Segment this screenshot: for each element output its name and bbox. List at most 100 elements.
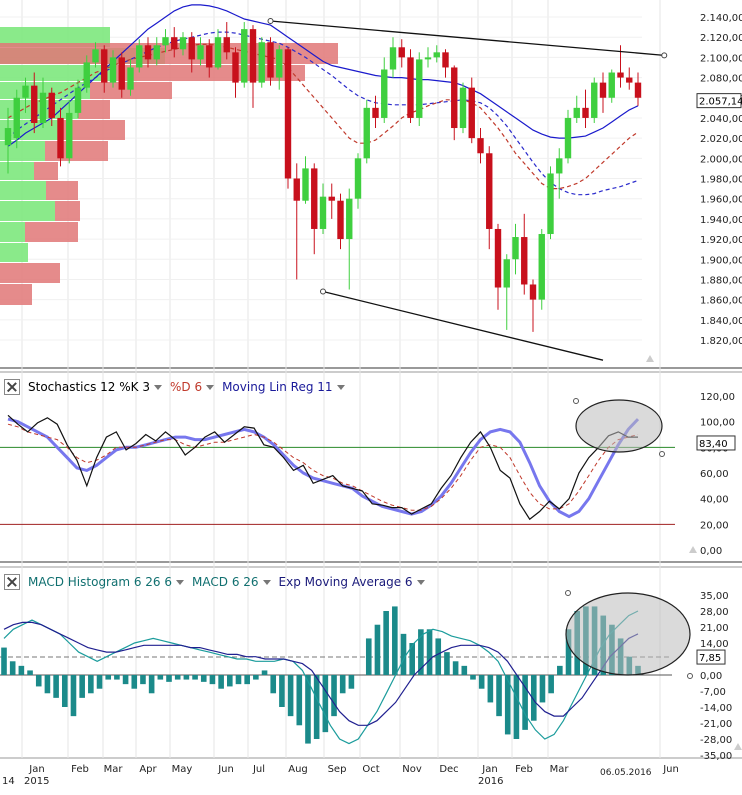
candle-body (179, 37, 187, 50)
macd-histogram-bar (79, 675, 85, 698)
price-tick-label: 2.020,00 (700, 134, 742, 145)
macd-histogram-bar (261, 670, 268, 675)
candle-body (634, 82, 642, 98)
macd-histogram-bar (131, 675, 138, 689)
trend-line (270, 20, 665, 57)
candle-body (424, 57, 432, 60)
volume-profile-up-bar (0, 201, 55, 221)
candle-body (267, 42, 274, 78)
macd-tick-label: 21,00 (700, 623, 729, 634)
candle-body (127, 67, 134, 90)
macd-histogram-bar (70, 675, 77, 717)
macd-tick-label: 0,00 (700, 671, 722, 682)
price-tick-label: 1.920,00 (700, 235, 742, 246)
candle-body (529, 284, 537, 300)
month-label: Aug (288, 764, 308, 775)
macd-hist-dropdown-icon[interactable] (176, 579, 185, 585)
macd-histogram-bar (140, 675, 146, 685)
month-label: Jan (481, 764, 497, 775)
stoch-tick-label: 20,00 (700, 520, 729, 531)
trend-line-handle (267, 18, 274, 25)
linreg-label[interactable]: Moving Lin Reg 11 (222, 380, 333, 394)
close-stochastics-icon[interactable] (4, 379, 20, 395)
macd-histogram-bar (305, 675, 311, 744)
candle-body (354, 158, 362, 199)
candle-body (459, 87, 467, 129)
month-label: Feb (515, 764, 533, 775)
candle-body (608, 72, 615, 98)
candle-body (503, 259, 510, 288)
ellipse-handle (573, 398, 579, 404)
close-macd-icon[interactable] (4, 574, 20, 590)
macd-histogram-bar (513, 675, 520, 739)
macd-histogram-bar (122, 675, 129, 685)
macd-histogram-bar (504, 675, 511, 735)
month-label: Nov (402, 764, 422, 775)
candle-body (171, 37, 178, 50)
macd-histogram-bar (166, 675, 172, 682)
volume-profile-up-bar (0, 65, 110, 81)
macd-histogram-bar (478, 675, 485, 689)
price-tick-label: 2.140,00 (700, 13, 742, 24)
candle-body (599, 82, 607, 98)
ema-dropdown-icon[interactable] (416, 579, 425, 585)
volume-profile-up-bar (0, 27, 110, 47)
candle-body (144, 45, 152, 60)
candle-body (13, 97, 20, 139)
linreg-dropdown-icon[interactable] (336, 384, 345, 390)
trend-line-handle (320, 288, 326, 295)
volume-profile-down-bar (55, 201, 80, 221)
candle-body (538, 234, 545, 300)
macd-histogram-bar (322, 675, 329, 733)
macd-hist-label[interactable]: MACD Histogram 6 26 6 (28, 575, 173, 589)
macd-histogram-bar (383, 611, 389, 675)
stoch-label[interactable]: Stochastics 12 %K 3 (28, 380, 150, 394)
candle-body (512, 237, 519, 260)
price-tick-label: 1.940,00 (700, 215, 742, 226)
candle-body (468, 87, 475, 139)
ema-label[interactable]: Exp Moving Average 6 (278, 575, 413, 589)
linreg-line (7, 417, 640, 519)
price-tick-label: 1.820,00 (700, 336, 742, 347)
macd-histogram-bar (557, 665, 563, 675)
macd-histogram-bar (279, 675, 285, 707)
month-label: Jul (252, 764, 265, 775)
candle-body (197, 45, 204, 60)
macd-histogram-bar (192, 675, 198, 680)
volume-profile-down-bar (110, 65, 305, 81)
candle-body (293, 178, 300, 201)
month-label: Mar (550, 764, 570, 775)
month-label: Dec (439, 764, 458, 775)
candle-body (241, 29, 248, 83)
candle-body (346, 198, 353, 240)
candle-body (556, 158, 563, 174)
candle-body (258, 42, 265, 83)
candle-body (206, 45, 213, 68)
macd-label[interactable]: MACD 6 26 (192, 575, 259, 589)
stoch-dropdown-icon[interactable] (153, 384, 162, 390)
candle-body (118, 57, 125, 90)
volume-profile-down-bar (46, 181, 78, 200)
macd-histogram-bar (539, 675, 546, 703)
macd-histogram-bar (287, 675, 294, 717)
macd-current-label: 7,85 (699, 653, 721, 664)
stoch-d-label[interactable]: %D 6 (169, 380, 203, 394)
date-marker-label: 06.05.2016 (600, 768, 652, 778)
candle-body (591, 82, 598, 118)
candle-body (433, 52, 440, 58)
macd-histogram-bar (461, 665, 468, 675)
macd-dropdown-icon[interactable] (262, 579, 271, 585)
macd-tick-label: 35,00 (700, 591, 729, 602)
macd-histogram-bar (53, 675, 59, 698)
month-label: Jun (662, 764, 679, 775)
price-tick-label: 1.900,00 (700, 255, 742, 266)
stoch-d-dropdown-icon[interactable] (206, 384, 215, 390)
candle-body (407, 57, 414, 118)
macd-histogram-bar (218, 675, 224, 689)
macd-histogram-bar (487, 675, 494, 703)
candle-body (136, 45, 143, 68)
macd-histogram-bar (418, 629, 424, 675)
macd-histogram-bar (157, 675, 164, 680)
